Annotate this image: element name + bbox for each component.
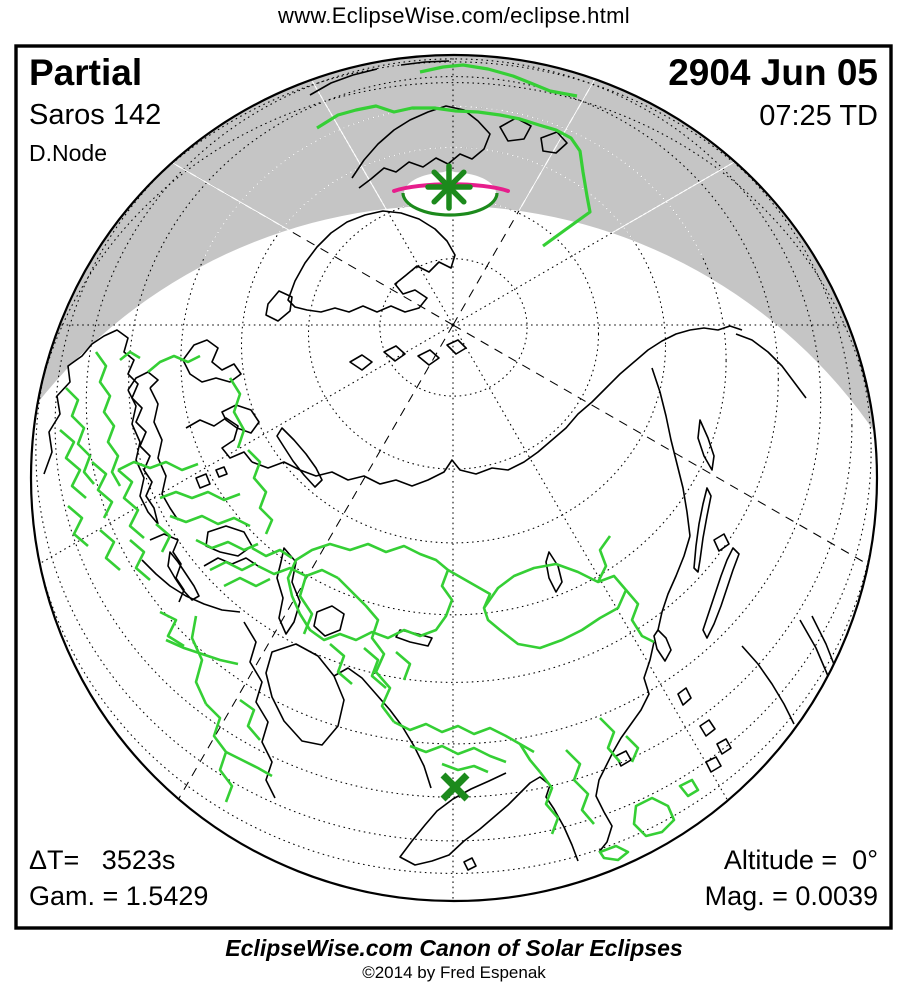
gamma-value: Gam. = 1.5429: [29, 881, 209, 911]
copyright-line: ©2014 by Fred Espenak: [362, 963, 546, 982]
node-label: D.Node: [29, 140, 107, 166]
map-frame: [14, 44, 893, 930]
subsolar-x-marker-icon: [440, 772, 470, 802]
altitude-value: Altitude = 0°: [723, 845, 878, 875]
footer-title: EclipseWise.com Canon of Solar Eclipses: [225, 935, 683, 961]
greatest-eclipse-asterisk-icon: [425, 163, 473, 211]
graticule: [31, 55, 877, 901]
penumbra-shading: [36, 55, 876, 434]
country-borders: [59, 350, 700, 862]
globe-limb: [29, 53, 879, 903]
eclipse-time: 07:25 TD: [759, 100, 878, 132]
eclipse-date: 2904 Jun 05: [668, 52, 878, 93]
saros-label: Saros 142: [29, 99, 162, 131]
eclipse-type-label: Partial: [29, 52, 143, 93]
site-url: www.EclipseWise.com/eclipse.html: [278, 3, 630, 28]
delta-t-value: ΔT= 3523s: [29, 845, 176, 875]
arctic-border-lines: [316, 63, 592, 248]
magnitude-value: Mag. = 0.0039: [704, 881, 878, 911]
